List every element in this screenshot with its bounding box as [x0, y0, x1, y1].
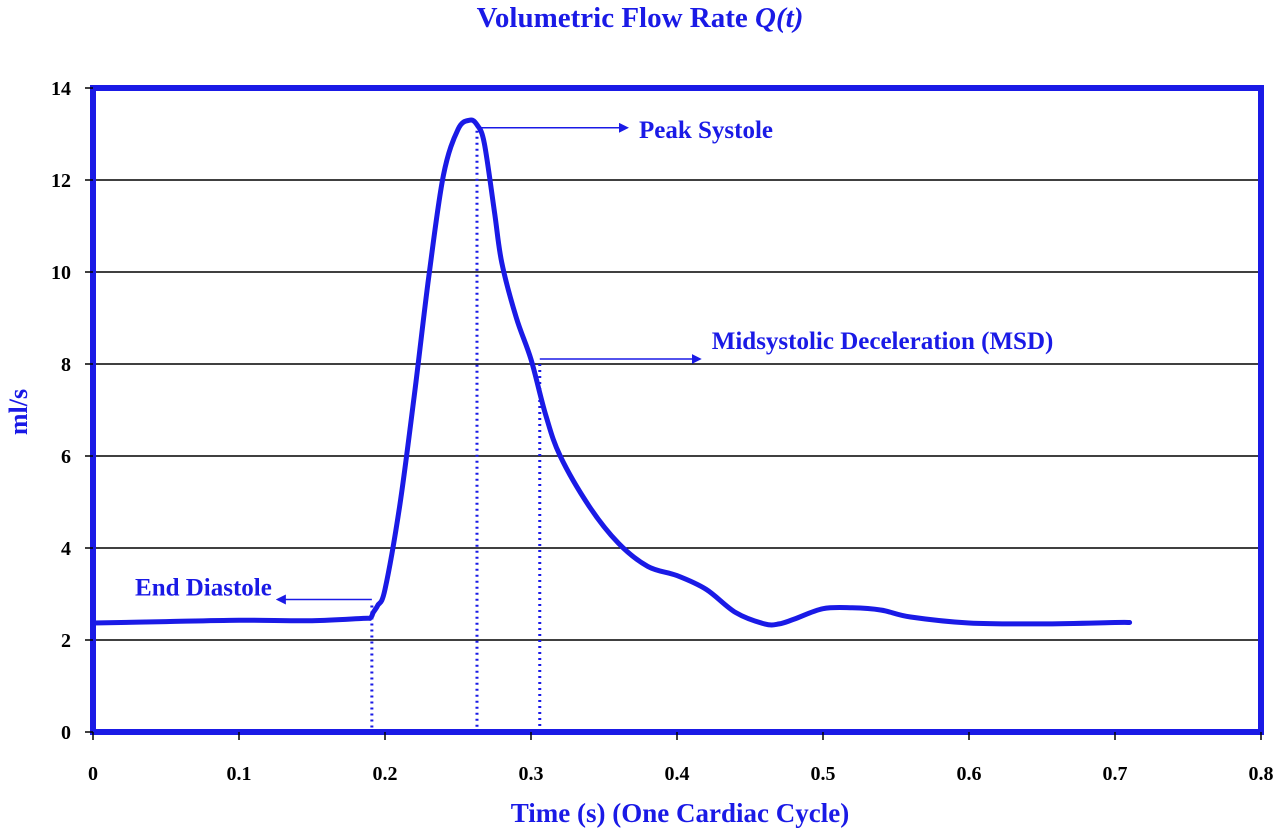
plot-frame	[90, 85, 1264, 735]
peak-systole-label: Peak Systole	[639, 117, 773, 144]
y-tick-label: 12	[51, 170, 71, 192]
x-tick-label: 0.5	[811, 763, 836, 785]
x-tick-label: 0.4	[665, 763, 690, 785]
midsystolic-deceleration-label: Midsystolic Deceleration (MSD)	[712, 328, 1054, 355]
y-tick-label: 8	[61, 354, 71, 376]
chart-title-italic: Q(t)	[755, 2, 803, 34]
y-tick-label: 14	[51, 78, 71, 100]
x-tick-label: 0.7	[1103, 763, 1128, 785]
y-axis: 0 2 4 6 8 10 12 14	[51, 78, 93, 744]
y-tick-label: 0	[61, 722, 71, 744]
x-tick-label: 0.2	[373, 763, 398, 785]
chart-title: Volumetric Flow Rate Q(t)	[477, 2, 804, 34]
x-tick-label: 0.3	[519, 763, 544, 785]
annotations: Peak Systole Midsystolic Deceleration (MS…	[135, 117, 1054, 605]
x-tick-label: 0	[88, 763, 98, 785]
x-tick-label: 0.1	[227, 763, 252, 785]
x-axis-label: Time (s) (One Cardiac Cycle)	[511, 798, 849, 828]
series-group	[90, 117, 1133, 628]
y-tick-label: 10	[51, 262, 71, 284]
end-diastole-label: End Diastole	[135, 575, 272, 602]
annotation-drop-lines	[370, 124, 542, 732]
y-tick-label: 2	[61, 630, 71, 652]
flow-rate-series-line	[90, 117, 1133, 628]
x-tick-label: 0.6	[957, 763, 982, 785]
grid-lines	[93, 179, 1261, 641]
x-axis: 0 0.1 0.2 0.3 0.4 0.5 0.6 0.7 0.8	[88, 732, 1274, 785]
x-tick-label: 0.8	[1249, 763, 1274, 785]
y-axis-label: ml/s	[4, 389, 33, 435]
y-tick-label: 4	[61, 538, 71, 560]
y-tick-label: 6	[61, 446, 71, 468]
